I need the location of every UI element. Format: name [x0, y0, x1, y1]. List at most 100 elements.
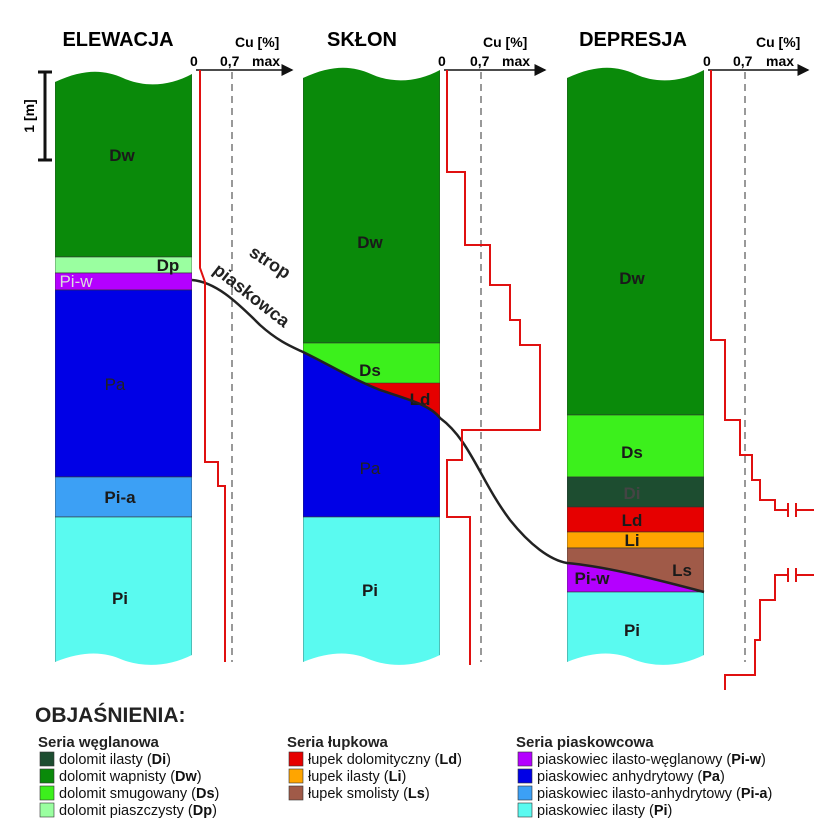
legend-code: Ld — [439, 752, 457, 768]
legend-code: Pi-a — [741, 786, 769, 802]
column-title: ELEWACJA — [62, 29, 173, 51]
legend-text: ) — [166, 752, 171, 768]
layer-label: Ls — [672, 561, 692, 580]
legend-text: piaskowiec anhydrytowy ( — [537, 769, 702, 785]
legend-code: Li — [389, 769, 402, 785]
legend-swatch — [289, 786, 303, 800]
legend-swatch — [289, 752, 303, 766]
cu-profile — [200, 70, 225, 662]
legend-text: piaskowiec ilasto-anhydrytowy ( — [537, 786, 741, 802]
legend-item: piaskowiec anhydrytowy (Pa) — [537, 769, 725, 785]
legend-swatch — [518, 786, 532, 800]
layer-label: Di — [624, 484, 641, 503]
legend-text: łupek dolomityczny ( — [308, 752, 440, 768]
legend-text: ) — [720, 769, 725, 785]
scale-bar: 1 [m] — [21, 72, 52, 160]
legend-swatch — [518, 769, 532, 783]
tick-label: max — [502, 53, 530, 69]
layer-label: Li — [624, 531, 639, 550]
legend-item: dolomit piaszczysty (Dp) — [59, 803, 217, 819]
axis-label: Cu [%] — [756, 34, 800, 50]
layer-label: Ld — [622, 511, 643, 530]
layer-label: Pi — [112, 589, 128, 608]
legend-code: Pi — [654, 803, 668, 819]
legend-item: dolomit wapnisty (Dw) — [59, 769, 202, 785]
legend-text: piaskowiec ilasty ( — [537, 803, 654, 819]
cu-axis: Cu [%] 0 0,7 max Cu [%] 0 0,7 max Cu [%]… — [190, 34, 808, 662]
cu-profile — [447, 70, 540, 665]
legend-text: ) — [425, 786, 430, 802]
cu-profile — [711, 70, 814, 510]
legend-code: Pa — [702, 769, 721, 785]
tick-label: 0 — [703, 53, 711, 69]
layer-label: Ds — [359, 361, 381, 380]
legend-swatch — [289, 769, 303, 783]
legend-code: Dw — [175, 769, 197, 785]
tick-label: 0 — [438, 53, 446, 69]
legend-item: piaskowiec ilasto-anhydrytowy (Pi-a) — [537, 786, 772, 802]
legend-code: Pi-w — [731, 752, 762, 768]
legend-swatch — [518, 803, 532, 817]
legend-code: Ls — [408, 786, 425, 802]
break-symbol — [788, 503, 796, 582]
legend-text: dolomit smugowany ( — [59, 786, 196, 802]
legend-group-title: Seria piaskowcowa — [516, 734, 654, 751]
layer-label: Ds — [621, 443, 643, 462]
legend-item: łupek ilasty (Li) — [308, 769, 406, 785]
column-title: SKŁON — [327, 29, 397, 51]
layer — [303, 60, 440, 343]
legend-item: piaskowiec ilasty (Pi) — [537, 803, 672, 819]
legend-text: ) — [212, 803, 217, 819]
boundary-label: strop — [246, 242, 295, 283]
legend-group-title: Seria łupkowa — [287, 734, 389, 751]
legend-text: ) — [215, 786, 220, 802]
cu-profile — [725, 575, 814, 690]
legend-item: łupek smolisty (Ls) — [308, 786, 430, 802]
layer-label: Dw — [619, 269, 645, 288]
layer-label: Pi-w — [575, 569, 611, 588]
layer — [567, 60, 704, 415]
legend-code: Ds — [196, 786, 215, 802]
scale-label: 1 [m] — [21, 99, 37, 132]
legend-code: Dp — [193, 803, 212, 819]
axis-label: Cu [%] — [235, 34, 279, 50]
tick-label: 0,7 — [470, 53, 490, 69]
diagram: ELEWACJA SKŁON DEPRESJA Cu [%] 0 0,7 max… — [0, 0, 814, 832]
layer-label: Pa — [105, 375, 126, 394]
page: Profile {"columns":[ {"title":"ELEWACJA"… — [0, 0, 814, 832]
legend-swatch — [40, 769, 54, 783]
legend-item: dolomit ilasty (Di) — [59, 752, 171, 768]
column-title: DEPRESJA — [579, 29, 687, 51]
layer-label: Dw — [109, 146, 135, 165]
layer-label: Dw — [357, 233, 383, 252]
body: ELEWACJA SKŁON DEPRESJA Cu [%] 0 0,7 max… — [0, 0, 814, 832]
legend-swatch — [518, 752, 532, 766]
legend-text: ) — [457, 752, 462, 768]
legend-swatch — [40, 752, 54, 766]
layer-label: Pi — [624, 621, 640, 640]
tick-label: 0 — [190, 53, 198, 69]
tick-label: max — [766, 53, 794, 69]
axis-label: Cu [%] — [483, 34, 527, 50]
layer-label: Pa — [360, 459, 381, 478]
layer-label: Dp — [157, 256, 180, 275]
layer-label: Pi-w — [59, 272, 93, 291]
legend-code: Di — [152, 752, 167, 768]
legend-title: OBJAŚNIENIA: — [35, 703, 186, 727]
legend-item: dolomit smugowany (Ds) — [59, 786, 219, 802]
legend-swatch — [40, 803, 54, 817]
tick-label: 0,7 — [733, 53, 753, 69]
layer-label: Pi-a — [104, 488, 136, 507]
legend-swatch — [40, 786, 54, 800]
tick-label: 0,7 — [220, 53, 240, 69]
legend-text: ) — [401, 769, 406, 785]
legend-text: ) — [761, 752, 766, 768]
legend-text: łupek smolisty ( — [308, 786, 408, 802]
legend-text: ) — [767, 786, 772, 802]
layer-label: Pi — [362, 581, 378, 600]
legend-text: piaskowiec ilasto-węglanowy ( — [537, 752, 731, 768]
legend-text: łupek ilasty ( — [308, 769, 389, 785]
legend-group-title: Seria węglanowa — [38, 734, 160, 751]
tick-label: max — [252, 53, 280, 69]
legend-text: dolomit wapnisty ( — [59, 769, 175, 785]
